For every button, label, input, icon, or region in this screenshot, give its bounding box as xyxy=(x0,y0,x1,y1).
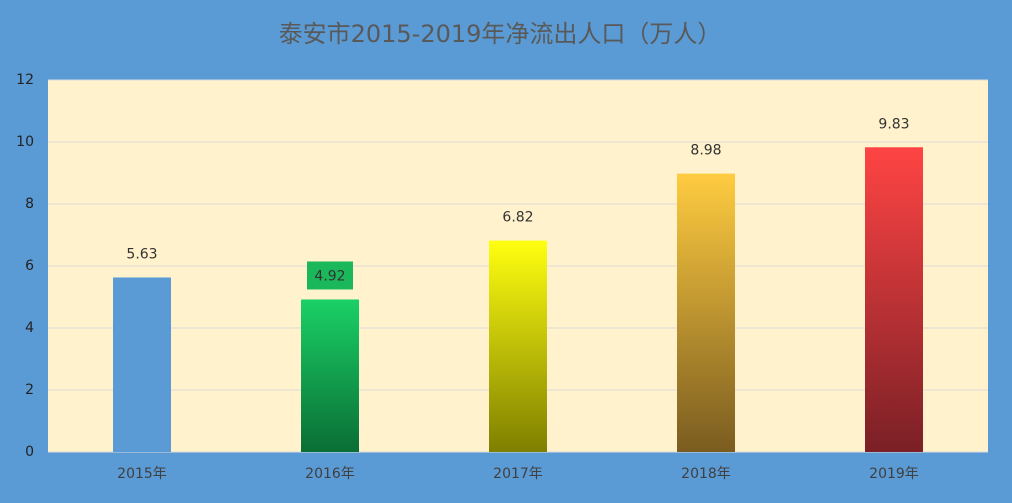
y-tick-label: 8 xyxy=(25,196,34,212)
data-label: 8.98 xyxy=(690,143,721,159)
bar xyxy=(489,240,547,452)
y-tick-label: 0 xyxy=(25,444,34,460)
y-tick-label: 10 xyxy=(16,134,34,150)
label-box xyxy=(307,261,353,290)
x-tick-label: 2015年 xyxy=(117,466,167,482)
bar xyxy=(113,277,171,452)
y-tick-label: 2 xyxy=(25,382,34,398)
bar xyxy=(301,299,359,452)
x-tick-label: 2019年 xyxy=(869,466,919,482)
bar xyxy=(677,173,735,452)
x-tick-label: 2016年 xyxy=(305,466,355,482)
data-label: 5.63 xyxy=(126,246,157,262)
bar xyxy=(865,147,923,452)
x-tick-label: 2018年 xyxy=(681,466,731,482)
y-tick-label: 6 xyxy=(25,258,34,274)
y-tick-label: 4 xyxy=(25,320,34,336)
chart-title: 泰安市2015-2019年净流出人口（万人） xyxy=(279,20,722,48)
data-label: 4.92 xyxy=(314,268,345,284)
x-tick-label: 2017年 xyxy=(493,466,543,482)
data-label: 6.82 xyxy=(502,210,533,226)
y-tick-label: 12 xyxy=(16,72,34,88)
data-label: 9.83 xyxy=(878,116,909,132)
